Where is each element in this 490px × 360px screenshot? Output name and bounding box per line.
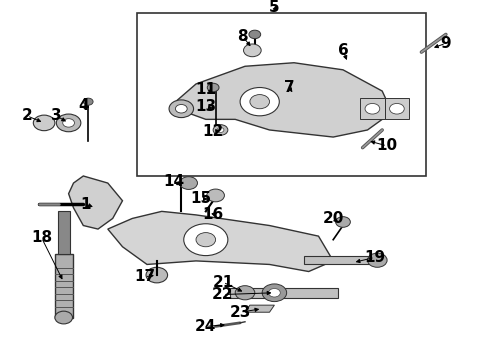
Circle shape [250,95,270,109]
Circle shape [55,311,73,324]
Polygon shape [108,211,333,271]
Text: 13: 13 [195,99,217,114]
Circle shape [207,83,219,92]
Circle shape [169,100,194,118]
Text: 16: 16 [202,207,224,222]
Bar [385,98,409,120]
Bar [55,254,73,318]
Circle shape [83,98,93,105]
Text: 8: 8 [237,29,248,44]
Text: 14: 14 [163,174,185,189]
Circle shape [249,30,261,39]
Circle shape [368,253,387,267]
Text: 4: 4 [78,98,89,113]
Polygon shape [245,305,274,312]
Bar [58,211,70,254]
Text: 11: 11 [196,82,216,97]
Text: 20: 20 [322,211,344,226]
Circle shape [207,189,224,202]
Circle shape [213,125,228,135]
Circle shape [244,44,261,57]
Circle shape [175,104,187,113]
Circle shape [390,103,404,114]
Circle shape [269,288,280,297]
Polygon shape [69,176,122,229]
Text: 24: 24 [195,319,217,334]
Circle shape [146,267,168,283]
Circle shape [63,119,74,127]
Text: 9: 9 [441,36,451,51]
Text: 1: 1 [80,197,91,212]
Bar [137,13,426,176]
Text: 17: 17 [134,269,155,284]
Text: 6: 6 [338,43,348,58]
Text: 10: 10 [376,138,398,153]
Circle shape [56,114,81,132]
Text: 3: 3 [51,108,62,123]
Text: 5: 5 [269,0,280,15]
Text: 19: 19 [364,250,386,265]
Text: 22: 22 [212,287,234,302]
Circle shape [365,103,380,114]
Text: 7: 7 [284,80,294,95]
Circle shape [235,286,255,300]
Polygon shape [172,63,392,137]
Text: 23: 23 [229,305,251,320]
Circle shape [184,224,228,256]
Text: 12: 12 [202,124,224,139]
Text: 2: 2 [22,108,32,123]
Circle shape [196,233,216,247]
Circle shape [262,284,287,302]
Circle shape [240,87,279,116]
Text: 21: 21 [212,275,234,290]
Text: 18: 18 [31,230,52,246]
Circle shape [336,217,350,227]
Circle shape [217,127,224,132]
Text: 15: 15 [190,192,212,207]
Circle shape [180,177,197,189]
Bar [360,98,385,120]
Circle shape [33,115,55,131]
Bar [230,288,338,298]
Bar [304,256,382,265]
